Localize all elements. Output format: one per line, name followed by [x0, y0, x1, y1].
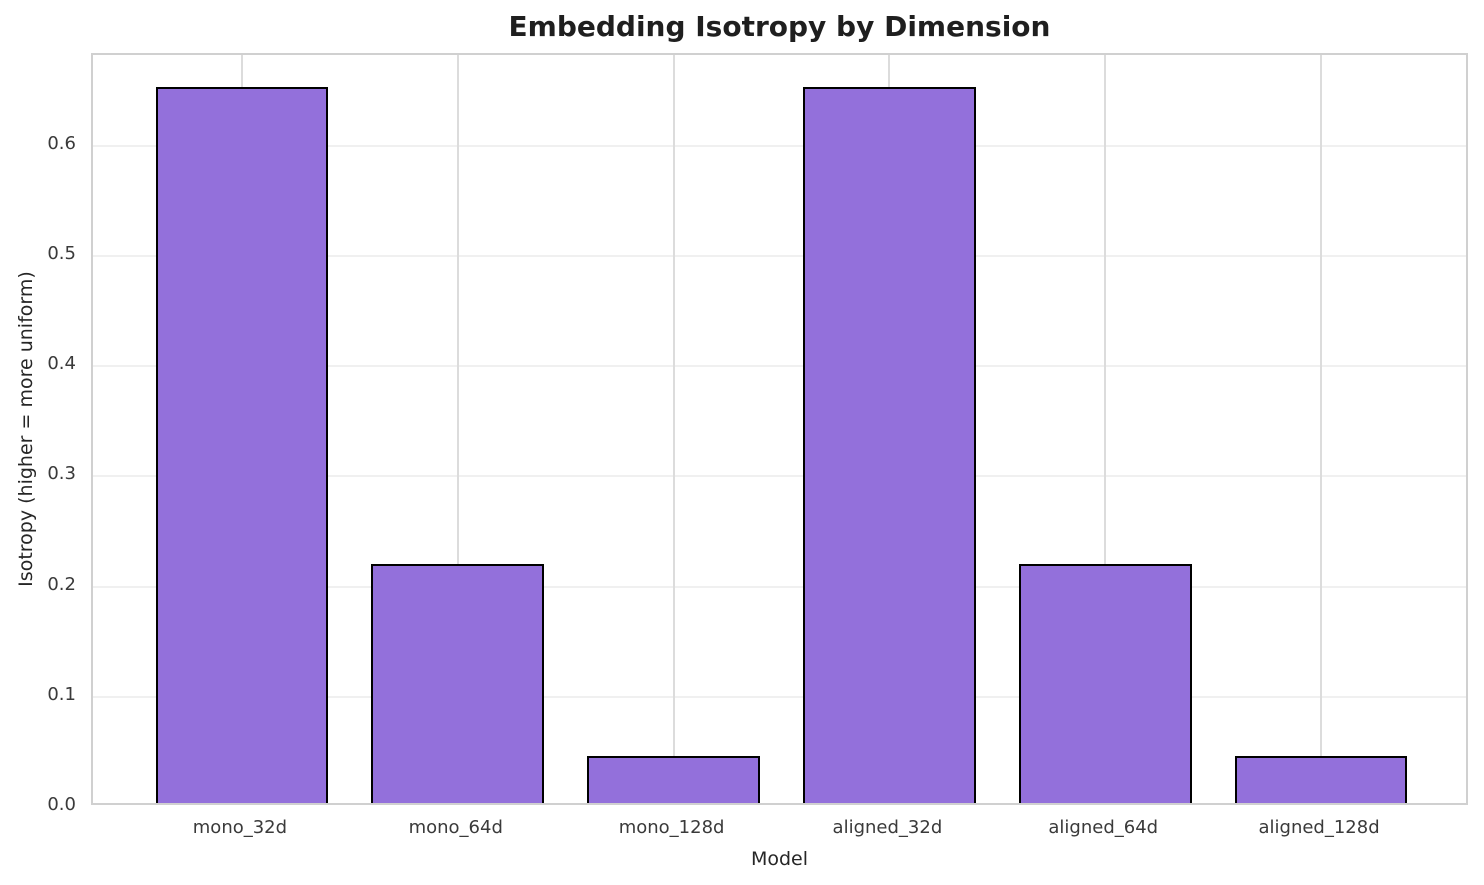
horizontal-gridline: [93, 585, 1466, 588]
bar-aligned_64d: [1018, 563, 1192, 803]
vertical-gridline: [1104, 55, 1107, 803]
vertical-gridline: [1320, 55, 1323, 803]
vertical-gridline: [672, 55, 675, 803]
x-tick-label-aligned_64d: aligned_64d: [1048, 817, 1159, 838]
vertical-gridline: [456, 55, 459, 803]
horizontal-gridline: [93, 144, 1466, 147]
y-tick-label: 0.2: [47, 573, 76, 595]
x-tick-label-aligned_128d: aligned_128d: [1258, 817, 1380, 838]
y-axis-label: Isotropy (higher = more uniform): [15, 271, 37, 587]
horizontal-gridline: [93, 475, 1466, 478]
horizontal-gridline: [93, 365, 1466, 368]
x-tick-label-mono_32d: mono_32d: [192, 817, 288, 838]
bar-aligned_128d: [1234, 755, 1408, 803]
y-tick-label: 0.6: [47, 132, 76, 154]
bar-mono_32d: [155, 86, 329, 803]
plot-area: [91, 53, 1468, 805]
x-axis-label: Model: [750, 848, 809, 870]
x-tick-label-mono_64d: mono_64d: [408, 817, 503, 838]
chart-title: Embedding Isotropy by Dimension: [508, 10, 1051, 43]
horizontal-gridline: [93, 695, 1466, 698]
y-tick-label: 0.4: [47, 353, 76, 375]
bar-aligned_32d: [803, 86, 976, 803]
x-tick-label-mono_128d: mono_128d: [618, 817, 725, 838]
y-tick-label: 0.1: [47, 683, 76, 705]
x-tick-label-aligned_32d: aligned_32d: [832, 817, 943, 838]
y-tick-label: 0.3: [47, 463, 76, 485]
horizontal-gridline: [93, 255, 1466, 258]
bar-mono_128d: [587, 755, 760, 803]
y-tick-label: 0.5: [47, 243, 76, 265]
bar-mono_64d: [371, 563, 545, 803]
y-tick-label: 0.0: [47, 794, 76, 815]
